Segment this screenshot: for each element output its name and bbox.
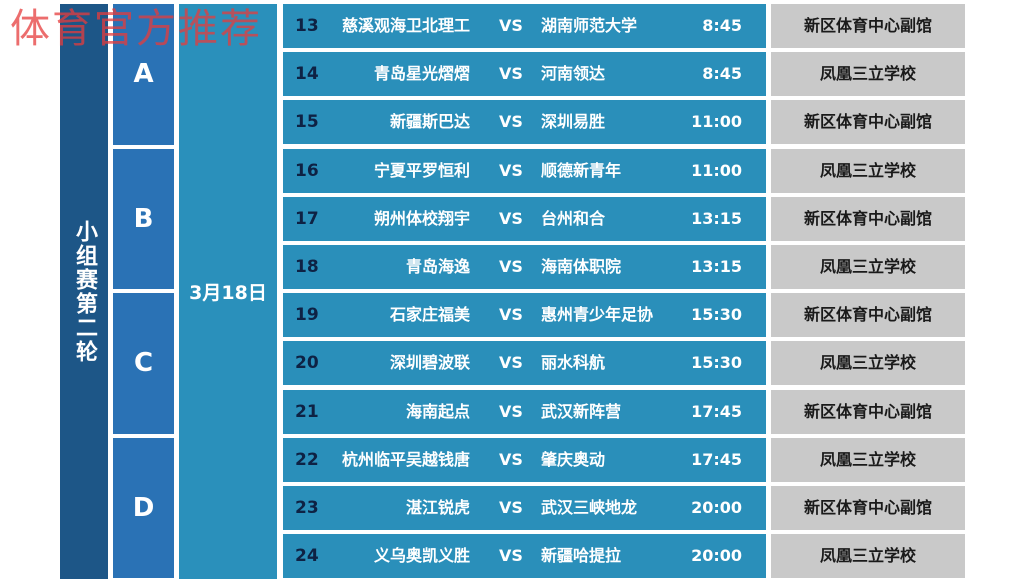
match-number: 22 [295,449,319,470]
group-d: D [113,437,174,579]
away-team: 肇庆奥动 [541,449,606,469]
vs-label: VS [499,257,523,276]
match-row: 13 慈溪观海卫北理工 VS 湖南师范大学 8:45 [283,4,766,48]
match-time: 8:45 [702,64,742,84]
match-row: 16 宁夏平罗恒利 VS 顺德新青年 11:00 [283,148,766,193]
venue: 凤凰三立学校 [771,245,965,289]
venue: 凤凰三立学校 [771,341,965,386]
match-number: 24 [295,546,319,567]
match-number: 13 [295,16,319,36]
home-team: 慈溪观海卫北理工 [341,16,470,35]
vs-label: VS [499,546,523,566]
home-team: 宁夏平罗恒利 [373,160,470,180]
match-row: 20 深圳碧波联 VS 丽水科航 15:30 [283,341,766,386]
match-time: 20:00 [691,546,742,566]
match-time: 11:00 [691,160,742,180]
match-row: 19 石家庄福美 VS 惠州青少年足协 15:30 [283,293,766,338]
match-time: 8:45 [702,16,742,35]
match-row: 21 海南起点 VS 武汉新阵营 17:45 [283,389,766,434]
match-time: 20:00 [691,498,742,517]
match-number: 15 [295,112,319,133]
away-team: 深圳易胜 [541,112,606,132]
home-team: 深圳碧波联 [389,353,470,373]
match-row: 23 湛江锐虎 VS 武汉三峡地龙 20:00 [283,486,766,530]
venue: 凤凰三立学校 [771,437,965,482]
vs-label: VS [499,160,523,180]
away-team: 新疆哈提拉 [541,546,622,566]
venue: 新区体育中心副馆 [771,293,965,338]
match-number: 16 [295,160,319,181]
away-team: 武汉新阵营 [541,401,622,421]
venue: 新区体育中心副馆 [771,389,965,434]
vs-label: VS [499,112,523,132]
home-team: 湛江锐虎 [405,498,470,517]
vs-label: VS [499,64,523,84]
away-team: 台州和合 [541,208,606,228]
match-time: 11:00 [691,112,742,132]
home-team: 新疆斯巴达 [389,112,470,132]
vs-label: VS [499,305,523,325]
match-row: 15 新疆斯巴达 VS 深圳易胜 11:00 [283,100,766,145]
match-date: 3月18日 [179,4,277,579]
match-row: 22 杭州临平吴越钱唐 VS 肇庆奥动 17:45 [283,437,766,482]
away-team: 湖南师范大学 [541,16,638,35]
venue: 新区体育中心副馆 [771,4,965,48]
venue: 凤凰三立学校 [771,534,965,579]
match-time: 13:15 [691,257,742,276]
home-team: 义乌奥凯义胜 [373,546,470,566]
match-number: 19 [295,305,319,326]
home-team: 石家庄福美 [389,305,470,325]
home-team: 朔州体校翔宇 [373,208,470,228]
venue: 凤凰三立学校 [771,52,965,97]
match-number: 23 [295,498,319,518]
home-team: 青岛海逸 [405,257,470,276]
vs-label: VS [499,401,523,421]
vs-label: VS [499,449,523,469]
match-row: 14 青岛星光熠熠 VS 河南领达 8:45 [283,52,766,97]
away-team: 海南体职院 [541,257,622,276]
match-time: 13:15 [691,208,742,228]
vs-label: VS [499,208,523,228]
match-number: 18 [295,257,319,277]
match-time: 15:30 [691,305,742,325]
match-number: 14 [295,64,319,85]
venue: 新区体育中心副馆 [771,100,965,145]
venue: 凤凰三立学校 [771,148,965,193]
vs-label: VS [499,353,523,373]
match-time: 15:30 [691,353,742,373]
vs-label: VS [499,498,523,517]
away-team: 武汉三峡地龙 [541,498,638,517]
match-row: 24 义乌奥凯义胜 VS 新疆哈提拉 20:00 [283,534,766,579]
venue: 新区体育中心副馆 [771,196,965,241]
stage-label: 小组赛第二轮 [60,4,108,579]
group-b: B [113,148,174,290]
group-c: C [113,293,174,434]
match-row: 18 青岛海逸 VS 海南体职院 13:15 [283,245,766,289]
match-number: 20 [295,353,319,374]
vs-label: VS [499,16,523,35]
home-team: 青岛星光熠熠 [373,64,470,84]
venue: 新区体育中心副馆 [771,486,965,530]
match-number: 21 [295,401,319,422]
match-row: 17 朔州体校翔宇 VS 台州和合 13:15 [283,196,766,241]
away-team: 顺德新青年 [541,160,622,180]
home-team: 杭州临平吴越钱唐 [341,449,470,469]
away-team: 河南领达 [541,64,606,84]
away-team: 惠州青少年足协 [541,305,654,325]
group-a: A [113,4,174,145]
match-time: 17:45 [691,449,742,469]
match-number: 17 [295,208,319,229]
match-time: 17:45 [691,401,742,421]
home-team: 海南起点 [405,401,470,421]
away-team: 丽水科航 [541,353,606,373]
